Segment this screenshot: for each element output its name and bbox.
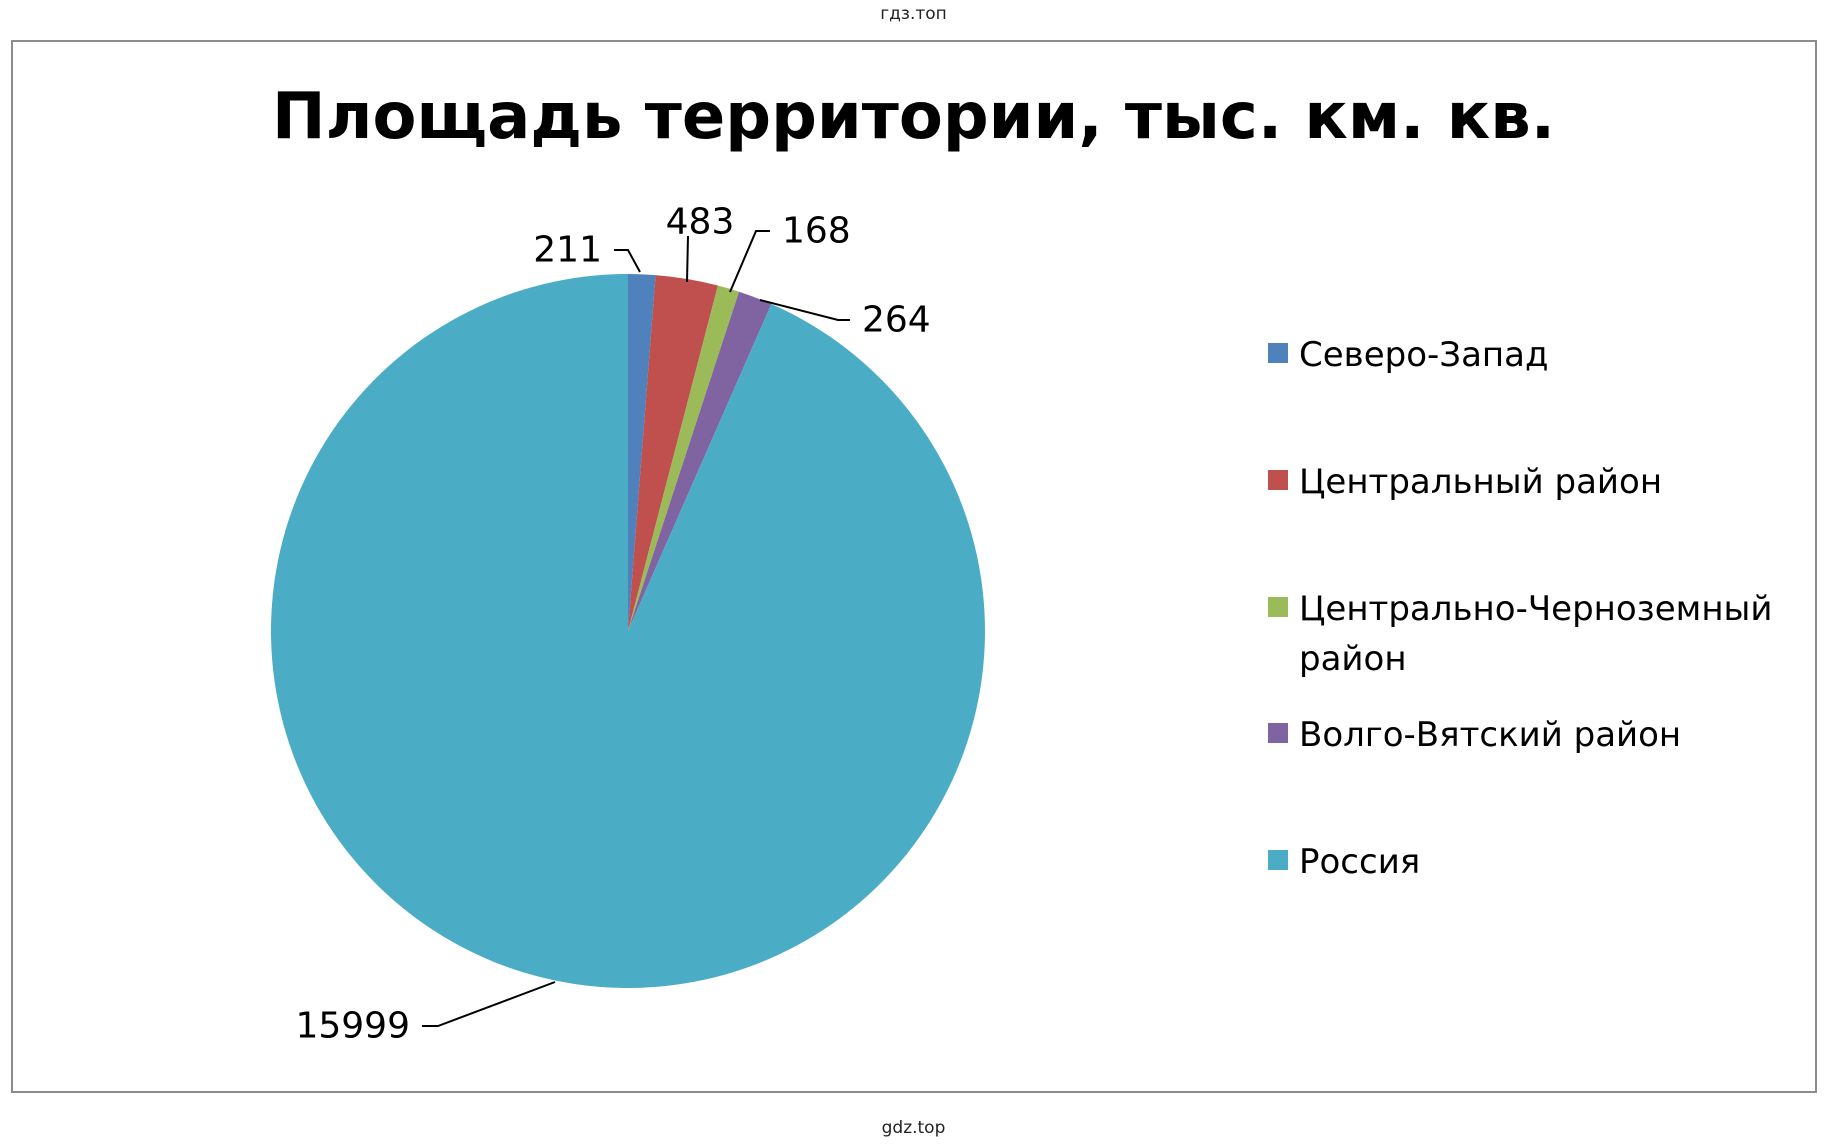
data-label-5: 15999 bbox=[295, 1006, 410, 1047]
leader-line-3 bbox=[729, 230, 770, 293]
watermark-bottom: gdz.top bbox=[881, 1118, 946, 1138]
legend-swatch bbox=[1268, 470, 1288, 490]
data-label-4: 264 bbox=[862, 300, 931, 341]
legend-swatch bbox=[1268, 597, 1288, 617]
pie-slice-3 bbox=[628, 285, 740, 631]
data-label-3: 168 bbox=[782, 211, 851, 252]
pie-slice-5 bbox=[270, 274, 985, 988]
pie-slice-2 bbox=[628, 275, 718, 631]
legend-swatch bbox=[1268, 723, 1288, 743]
legend-swatch bbox=[1268, 850, 1288, 870]
pie-slice-1 bbox=[628, 274, 656, 631]
legend-label: Северо-Запад bbox=[1299, 335, 1549, 375]
leader-line-4 bbox=[759, 299, 850, 321]
leader-line-5 bbox=[422, 981, 556, 1027]
watermark-top: гдз.топ bbox=[880, 4, 947, 24]
legend-label: Центральный район bbox=[1299, 462, 1663, 502]
chart-title: Площадь территории, тыс. км. кв. bbox=[272, 80, 1555, 154]
legend-item: Россия bbox=[1268, 837, 1808, 887]
pie-slice-4 bbox=[628, 291, 772, 631]
legend-item: Центральный район bbox=[1268, 457, 1808, 507]
legend-item: Северо-Запад bbox=[1268, 330, 1808, 380]
data-label-1: 211 bbox=[533, 230, 602, 271]
legend-label: Волго-Вятский район bbox=[1299, 715, 1682, 755]
legend-item: Волго-Вятский район bbox=[1268, 710, 1808, 760]
leader-line-1 bbox=[614, 249, 641, 273]
legend-item: Центрально-Черноземный район bbox=[1268, 584, 1808, 684]
legend-swatch bbox=[1268, 343, 1288, 363]
legend-label: Россия bbox=[1299, 842, 1421, 882]
leader-line-2 bbox=[686, 235, 689, 283]
data-label-2: 483 bbox=[666, 202, 735, 243]
legend-label: Центрально-Черноземный район bbox=[1299, 589, 1773, 679]
